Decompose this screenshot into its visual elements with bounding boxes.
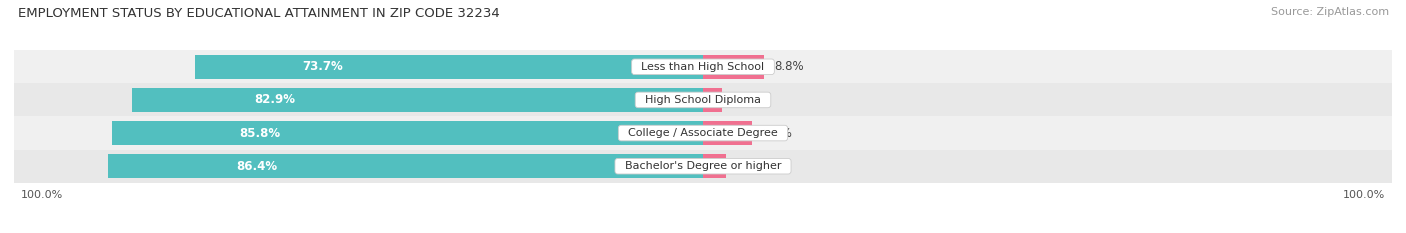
Bar — [195, 55, 703, 79]
Bar — [14, 83, 1392, 116]
Text: Less than High School: Less than High School — [634, 62, 772, 72]
Bar — [14, 116, 1392, 150]
Bar — [112, 121, 703, 145]
Text: 2.7%: 2.7% — [733, 93, 762, 106]
Text: Bachelor's Degree or higher: Bachelor's Degree or higher — [617, 161, 789, 171]
Text: 100.0%: 100.0% — [1343, 190, 1385, 200]
Text: 8.8%: 8.8% — [773, 60, 804, 73]
Bar — [703, 121, 752, 145]
Bar — [703, 154, 725, 178]
Text: 85.8%: 85.8% — [239, 127, 280, 140]
Bar — [108, 154, 703, 178]
Text: 86.4%: 86.4% — [236, 160, 277, 173]
Text: College / Associate Degree: College / Associate Degree — [621, 128, 785, 138]
Text: 100.0%: 100.0% — [21, 190, 63, 200]
Text: 3.3%: 3.3% — [737, 160, 766, 173]
Text: 82.9%: 82.9% — [254, 93, 295, 106]
Bar — [132, 88, 703, 112]
Text: 73.7%: 73.7% — [302, 60, 343, 73]
Text: High School Diploma: High School Diploma — [638, 95, 768, 105]
Bar — [703, 55, 763, 79]
Bar — [14, 50, 1392, 83]
Text: 7.1%: 7.1% — [762, 127, 792, 140]
Text: EMPLOYMENT STATUS BY EDUCATIONAL ATTAINMENT IN ZIP CODE 32234: EMPLOYMENT STATUS BY EDUCATIONAL ATTAINM… — [18, 7, 501, 20]
Bar — [703, 88, 721, 112]
Text: Source: ZipAtlas.com: Source: ZipAtlas.com — [1271, 7, 1389, 17]
Bar — [14, 150, 1392, 183]
